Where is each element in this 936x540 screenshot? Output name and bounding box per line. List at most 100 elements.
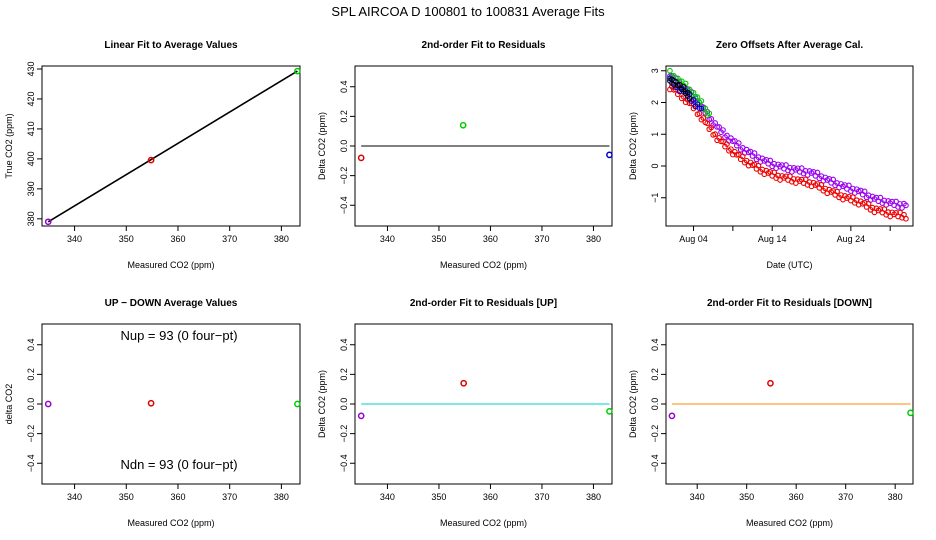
series-point: [903, 202, 909, 209]
y-tick-label: 430: [26, 61, 36, 76]
chart-panel: 2nd-order Fit to Residuals [DOWN] 340 350 3…: [628, 298, 914, 528]
y-tick-label: 420: [26, 91, 36, 106]
series-point: [787, 173, 793, 180]
y-tick-label: 400: [26, 151, 36, 166]
x-tick-label: 380: [274, 234, 289, 244]
y-tick-label: −0.4: [339, 196, 349, 214]
series-point: [893, 198, 899, 205]
x-tick-label: 360: [170, 234, 185, 244]
y-tick-label: 0.0: [650, 398, 660, 411]
y-tick-label: 0.2: [650, 368, 660, 381]
series-point: [724, 141, 730, 147]
chart-title: 2nd-order Fit to Residuals: [422, 40, 546, 51]
y-tick-label: 0.0: [339, 140, 349, 153]
series-point: [716, 124, 722, 130]
y-tick-label: 0.4: [339, 80, 349, 93]
data-point: [357, 412, 365, 420]
series-point: [708, 124, 715, 131]
x-tick-label: 380: [586, 234, 601, 244]
x-tick-label: 360: [170, 492, 185, 502]
data-point: [147, 399, 155, 407]
x-tick-label: Aug 14: [758, 234, 787, 244]
fit-line: [47, 70, 298, 223]
x-tick-label: 370: [222, 234, 237, 244]
series-point: [669, 76, 675, 83]
chart-panel: 2nd-order Fit to Residuals [UP] 340 350 360…: [317, 298, 613, 528]
x-tick-label: 350: [739, 492, 754, 502]
y-tick-label: 0: [650, 163, 660, 168]
annotation-ndn: Ndn = 93 (0 four−pt): [120, 457, 237, 472]
y-tick-label: −0.4: [339, 454, 349, 472]
y-tick-label: 0.2: [26, 368, 36, 381]
data-point: [767, 379, 774, 387]
series-point: [698, 105, 705, 112]
series-point: [802, 176, 809, 183]
series-point: [881, 197, 888, 204]
series-point: [834, 188, 840, 195]
y-tick-label: 0.4: [339, 338, 349, 351]
series-point: [849, 185, 856, 192]
series-point: [751, 150, 758, 156]
x-tick-label: 340: [690, 492, 705, 502]
data-point: [668, 412, 676, 420]
series-point: [783, 162, 789, 168]
series-point: [720, 138, 726, 145]
x-tick-label: 340: [380, 492, 395, 502]
y-tick-label: 3: [650, 68, 660, 73]
x-tick-label: 370: [534, 234, 549, 244]
plot-frame: [41, 65, 301, 227]
data-point: [459, 121, 467, 129]
data-point: [357, 154, 365, 162]
y-tick-label: −0.2: [650, 425, 660, 443]
series-point: [861, 188, 868, 195]
x-tick-label: 380: [586, 492, 601, 502]
y-tick-label: 0.0: [26, 398, 36, 411]
x-tick-label: 340: [380, 234, 395, 244]
x-tick-label: 350: [119, 234, 134, 244]
series-point: [712, 131, 719, 137]
y-tick-label: 390: [26, 181, 36, 196]
chart-title: 2nd-order Fit to Residuals [UP]: [410, 298, 557, 309]
x-axis-label: Measured CO2 (ppm): [746, 518, 833, 528]
y-axis-label: True CO2 (ppm): [4, 113, 14, 178]
data-point: [907, 409, 914, 417]
x-tick-label: 350: [119, 492, 134, 502]
chart-title: Linear Fit to Average Values: [104, 40, 238, 51]
y-axis-label: Delta CO2 (ppm): [317, 370, 327, 438]
x-axis-label: Measured CO2 (ppm): [127, 518, 214, 528]
series-point: [849, 194, 856, 200]
chart-title: 2nd-order Fit to Residuals [DOWN]: [707, 298, 872, 309]
series-point: [700, 115, 707, 121]
series-point: [775, 172, 781, 179]
series-point: [702, 105, 709, 112]
data-point: [44, 400, 52, 408]
x-tick-label: 360: [789, 492, 804, 502]
series-point: [667, 67, 673, 74]
series-point: [814, 169, 821, 176]
plot-frame: [665, 65, 914, 227]
y-tick-label: 0.2: [339, 110, 349, 123]
x-tick-label: 360: [483, 234, 498, 244]
y-tick-label: −0.2: [26, 425, 36, 443]
series-point: [696, 110, 703, 117]
x-tick-label: 350: [431, 234, 446, 244]
chart-title: Zero Offsets After Average Cal.: [716, 40, 863, 51]
annotation-nup: Nup = 93 (0 four−pt): [120, 328, 237, 343]
data-point: [147, 156, 155, 164]
y-tick-label: 0.0: [339, 398, 349, 411]
series-point: [818, 181, 825, 188]
series-point: [830, 176, 837, 183]
series-point: [718, 138, 724, 145]
y-tick-label: 0.4: [26, 338, 36, 351]
x-tick-label: 340: [67, 234, 82, 244]
x-tick-label: Aug 04: [679, 234, 708, 244]
series-point: [708, 116, 715, 122]
y-tick-label: 0.2: [339, 368, 349, 381]
y-tick-label: 1: [650, 132, 660, 137]
series-point: [846, 182, 852, 189]
data-point: [606, 151, 613, 159]
x-axis-label: Date (UTC): [766, 260, 812, 270]
y-axis-label: Delta CO2 (ppm): [317, 112, 327, 180]
series-point: [771, 160, 778, 167]
